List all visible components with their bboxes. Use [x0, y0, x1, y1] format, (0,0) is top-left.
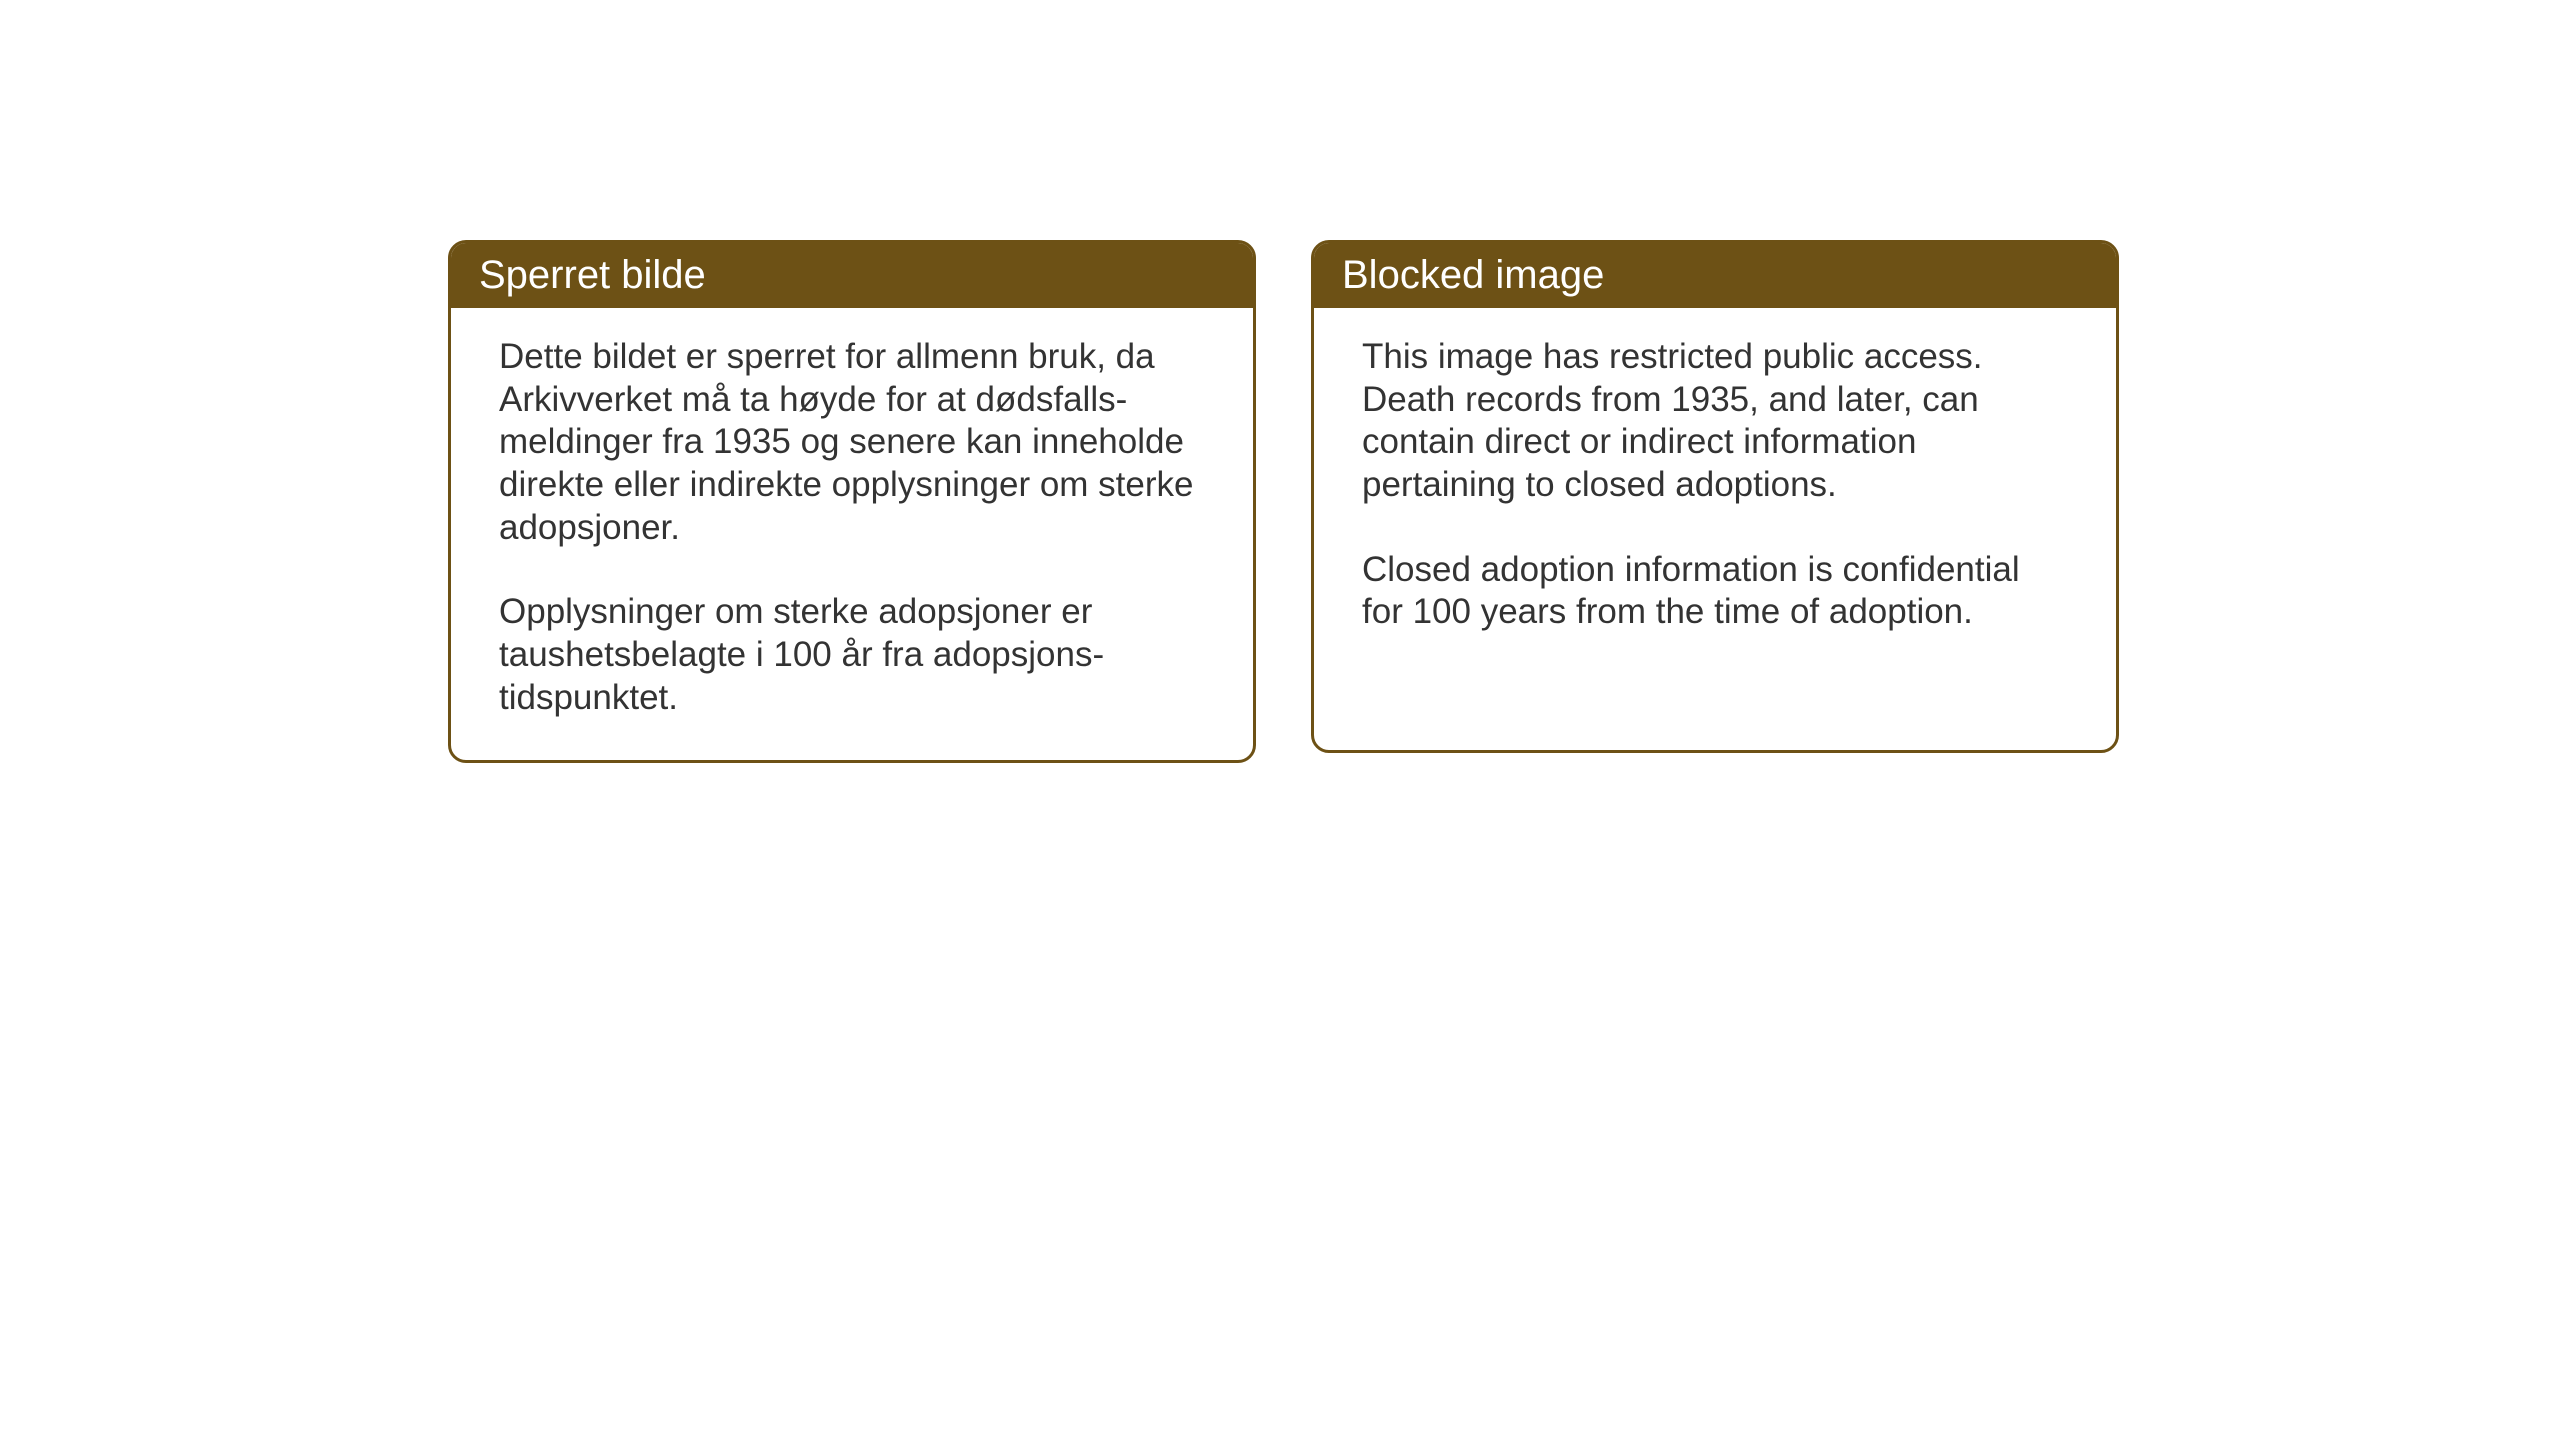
card-header-norwegian: Sperret bilde [451, 243, 1253, 308]
notice-card-norwegian: Sperret bilde Dette bildet er sperret fo… [448, 240, 1256, 763]
card-body-english: This image has restricted public access.… [1314, 308, 2116, 674]
card-paragraph-2-no: Opplysninger om sterke adopsjoner er tau… [499, 591, 1205, 719]
card-title-english: Blocked image [1342, 253, 1604, 297]
card-title-norwegian: Sperret bilde [479, 253, 706, 297]
card-paragraph-1-no: Dette bildet er sperret for allmenn bruk… [499, 336, 1205, 549]
card-paragraph-1-en: This image has restricted public access.… [1362, 336, 2068, 507]
notice-container: Sperret bilde Dette bildet er sperret fo… [0, 0, 2560, 763]
card-header-english: Blocked image [1314, 243, 2116, 308]
notice-card-english: Blocked image This image has restricted … [1311, 240, 2119, 753]
card-body-norwegian: Dette bildet er sperret for allmenn bruk… [451, 308, 1253, 760]
card-paragraph-2-en: Closed adoption information is confident… [1362, 549, 2068, 634]
